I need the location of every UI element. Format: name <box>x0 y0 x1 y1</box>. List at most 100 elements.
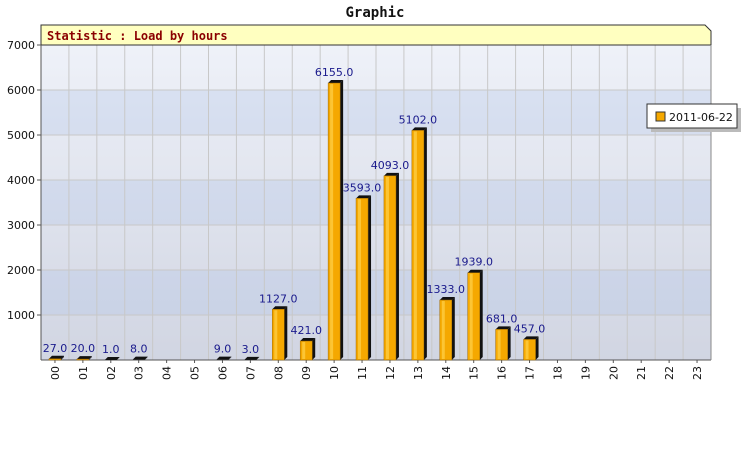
y-tick-label: 7000 <box>7 39 35 52</box>
x-axis-ticks: 00 01 02 03 04 05 06 07 08 09 10 11 12 13 14 15 16 17 18 19… <box>49 360 704 380</box>
bar-top <box>216 356 232 360</box>
bars <box>48 80 539 361</box>
x-tick-label: 08 <box>272 366 285 380</box>
x-tick-label: 10 <box>328 366 341 380</box>
value-label-17: 457.0 <box>514 322 546 335</box>
bar-top <box>467 269 483 273</box>
value-label-00: 27.0 <box>43 342 68 355</box>
bar-highlight <box>274 310 278 359</box>
x-tick-label: 06 <box>216 366 229 380</box>
plot-area <box>41 44 711 360</box>
bar-00 <box>48 355 64 361</box>
value-label-03: 8.0 <box>130 343 148 356</box>
bar-shadow <box>60 355 64 360</box>
bar-top <box>48 355 64 359</box>
bar-top <box>523 336 539 340</box>
bar-highlight <box>497 330 501 359</box>
bar-10 <box>327 80 344 361</box>
value-label-09: 421.0 <box>290 324 322 337</box>
bar-03 <box>132 356 148 360</box>
bar-highlight <box>330 84 334 360</box>
bar-body <box>299 340 313 361</box>
bar-top <box>356 195 372 199</box>
bar-body <box>467 272 480 361</box>
x-tick-label: 13 <box>412 366 425 380</box>
bar-top <box>495 326 511 330</box>
x-tick-label: 12 <box>384 366 397 380</box>
bar-body <box>495 329 508 361</box>
x-tick-label: 07 <box>244 366 257 380</box>
bar-body <box>327 82 341 361</box>
bar-body <box>439 299 453 361</box>
bar-01 <box>76 356 92 361</box>
value-labels: 27.0 20.0 1.0 8.0 9.0 3.0 1127.0 421.0 6155.0 359… <box>43 66 546 356</box>
value-label-07: 3.0 <box>242 343 260 356</box>
x-tick-label: 09 <box>300 366 313 380</box>
bar-body <box>383 175 397 361</box>
legend-label: 2011-06-22 <box>669 111 733 124</box>
bar-body <box>272 309 285 361</box>
bar-shadow <box>312 338 316 360</box>
bar-11 <box>355 195 372 361</box>
bar-13 <box>411 127 427 361</box>
bar-17 <box>523 336 539 361</box>
y-tick-label: 3000 <box>7 219 35 232</box>
x-tick-label: 23 <box>691 366 704 380</box>
x-tick-label: 20 <box>607 366 620 380</box>
vertical-gridlines <box>68 45 684 360</box>
value-label-11: 3593.0 <box>343 181 382 194</box>
bar-shadow <box>451 297 455 360</box>
x-tick-label: 21 <box>635 366 648 380</box>
bar-body <box>411 130 425 361</box>
bar-shadow <box>340 80 344 361</box>
bar-shadow <box>256 356 260 360</box>
bar-shadow <box>395 172 399 360</box>
bar-top <box>272 306 288 310</box>
bar-02 <box>104 356 120 360</box>
x-tick-label: 19 <box>579 366 592 380</box>
bar-shadow <box>228 356 232 360</box>
bar-16 <box>495 326 511 361</box>
bar-body <box>48 358 62 361</box>
x-tick-label: 11 <box>356 366 369 380</box>
bar-shadow <box>284 306 288 360</box>
y-tick-label: 2000 <box>7 264 35 277</box>
bar-body <box>76 358 90 361</box>
x-tick-label: 00 <box>49 366 62 380</box>
bar-highlight <box>385 176 389 359</box>
bar-08 <box>272 306 288 361</box>
bar-shadow <box>423 127 427 360</box>
bar-highlight <box>358 199 362 359</box>
value-label-02: 1.0 <box>102 343 120 356</box>
y-tick-label: 5000 <box>7 129 35 142</box>
subtitle-box <box>40 24 712 46</box>
bar-shadow <box>88 356 92 360</box>
bar-highlight <box>302 342 306 359</box>
value-label-06: 9.0 <box>214 343 232 356</box>
value-label-15: 1939.0 <box>454 256 493 269</box>
bar-body <box>355 198 369 361</box>
y-tick-label: 1000 <box>7 309 35 322</box>
y-axis-ticks: 1000 2000 3000 4000 5000 6000 7000 <box>7 39 41 322</box>
bar-07 <box>244 356 260 360</box>
x-tick-label: 18 <box>551 366 564 380</box>
x-tick-label: 16 <box>496 366 509 380</box>
bar-top <box>132 356 148 360</box>
chart-title: Graphic <box>345 5 404 21</box>
x-tick-label: 05 <box>189 366 202 380</box>
bar-highlight <box>413 131 417 359</box>
bar-shadow <box>535 336 539 360</box>
bar-09 <box>299 338 316 361</box>
bar-top <box>439 297 455 301</box>
bar-top <box>104 356 120 360</box>
bar-shadow <box>116 356 120 360</box>
bar-shadow <box>368 195 372 360</box>
x-tick-label: 22 <box>663 366 676 380</box>
x-tick-label: 17 <box>524 366 537 380</box>
legend-swatch <box>655 111 666 122</box>
bar-body <box>523 339 536 361</box>
legend: 2011-06-22 <box>646 103 741 132</box>
x-tick-label: 03 <box>133 366 146 380</box>
x-tick-label: 04 <box>161 366 174 380</box>
